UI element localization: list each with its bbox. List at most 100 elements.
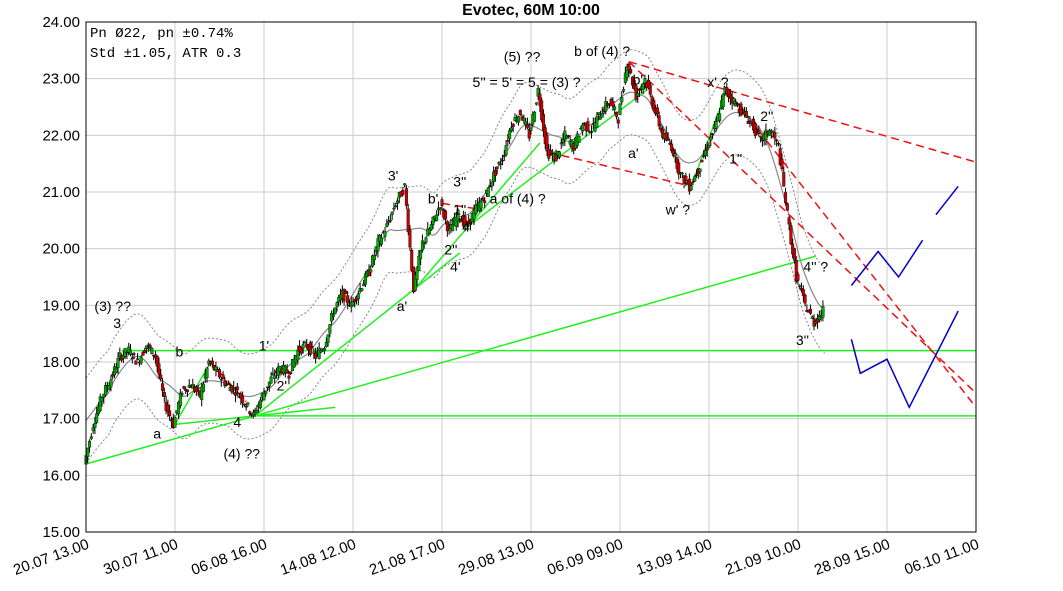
forecast-path xyxy=(850,310,959,410)
candle-body xyxy=(707,145,711,148)
candle-body xyxy=(785,203,789,211)
candle-body xyxy=(545,134,549,152)
y-tick-label: 21.00 xyxy=(42,184,80,201)
candle-body xyxy=(440,199,444,206)
candle-body xyxy=(522,117,526,121)
candle-body xyxy=(794,259,798,282)
candle-body xyxy=(404,188,408,206)
candle-body xyxy=(595,116,599,128)
candle-body xyxy=(549,150,553,155)
candle-body xyxy=(387,221,391,223)
y-tick-label: 17.00 xyxy=(42,411,80,428)
candle-body xyxy=(379,237,383,245)
candle-body xyxy=(383,231,387,237)
candle-body xyxy=(481,198,485,201)
candle-body xyxy=(180,393,184,395)
wave-label: a of (4) ? xyxy=(490,190,546,206)
candle-body xyxy=(428,228,432,234)
candle-body xyxy=(392,207,396,210)
candle-body xyxy=(200,386,204,400)
candle-body xyxy=(499,163,503,166)
candle-body xyxy=(406,208,410,232)
candle-body xyxy=(634,85,638,100)
candle-body xyxy=(508,130,512,139)
candle-body xyxy=(622,89,626,92)
candle-body xyxy=(89,436,93,439)
candle-body xyxy=(246,402,250,405)
candle-body xyxy=(655,107,659,115)
wave-label: b xyxy=(176,343,184,359)
candle-body xyxy=(285,369,289,374)
candle-body xyxy=(684,175,688,182)
candle-body xyxy=(114,367,118,373)
candle-body xyxy=(308,342,312,355)
wave-label: 1'' xyxy=(729,151,742,167)
candle-body xyxy=(643,78,647,84)
candle-body xyxy=(232,387,236,389)
candle-body xyxy=(789,225,793,244)
candle-body xyxy=(618,103,622,115)
trend-line xyxy=(85,255,817,465)
candle-body xyxy=(581,124,585,132)
candle-body xyxy=(782,172,786,187)
candle-body xyxy=(312,351,316,354)
candle-body xyxy=(474,204,478,215)
wave-label: a xyxy=(153,426,161,442)
candle-body xyxy=(561,138,565,144)
candle-body xyxy=(95,413,99,423)
candle-body xyxy=(798,285,802,288)
candle-body xyxy=(735,103,739,105)
candle-body xyxy=(205,367,209,379)
candle-body xyxy=(360,288,364,291)
candle-body xyxy=(541,113,545,131)
trend-line xyxy=(254,252,461,417)
candle-body xyxy=(518,109,522,116)
candle-body xyxy=(168,410,172,417)
wave-label: a' xyxy=(628,145,638,161)
candle-body xyxy=(680,172,684,175)
candle-body xyxy=(657,115,661,127)
candle-body xyxy=(226,383,230,385)
candle-body xyxy=(711,133,715,135)
y-tick-label: 19.00 xyxy=(42,297,80,314)
candle-body xyxy=(116,357,120,368)
candle-body xyxy=(739,103,743,116)
wave-label: 3' xyxy=(388,168,398,184)
candle-body xyxy=(132,353,136,355)
chart-title: Evotec, 60M 10:00 xyxy=(462,2,600,19)
candle-body xyxy=(741,109,745,112)
candle-body xyxy=(136,358,140,360)
candle-body xyxy=(356,293,360,300)
candle-body xyxy=(796,274,800,281)
forecast-path xyxy=(935,185,959,216)
candle-body xyxy=(141,352,145,356)
y-tick-label: 24.00 xyxy=(42,14,80,31)
trend-line xyxy=(174,361,212,425)
candle-body xyxy=(506,140,510,142)
candle-body xyxy=(157,363,161,375)
candle-body xyxy=(616,119,620,124)
candle-body xyxy=(241,395,245,404)
candle-body xyxy=(636,93,640,97)
candle-body xyxy=(182,386,186,389)
wave-label: 4'' ? xyxy=(803,258,828,274)
candle-body xyxy=(388,219,392,222)
candle-body xyxy=(258,399,262,409)
candle-body xyxy=(262,392,266,401)
candle-body xyxy=(130,357,134,359)
candle-body xyxy=(666,137,670,140)
candle-body xyxy=(217,369,221,378)
wave-label: 1'' xyxy=(453,202,466,218)
candle-body xyxy=(324,342,328,347)
candle-body xyxy=(363,273,367,285)
candle-body xyxy=(244,405,248,408)
candle-body xyxy=(486,187,490,197)
wave-label: 2' xyxy=(277,377,287,393)
wave-label: 3'' xyxy=(796,332,809,348)
candle-body xyxy=(787,217,791,225)
candle-body xyxy=(255,410,259,413)
candle-body xyxy=(504,145,508,156)
candle-body xyxy=(289,371,293,375)
candle-body xyxy=(394,205,398,208)
